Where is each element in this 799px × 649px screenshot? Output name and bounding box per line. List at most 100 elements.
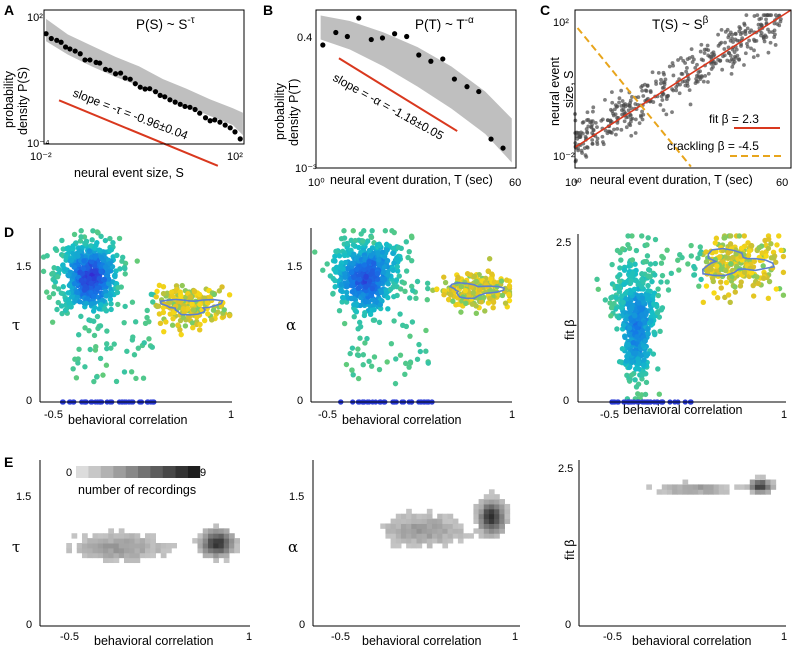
- panel-d3-data-point: [645, 282, 651, 289]
- panel-d3-data-point: [691, 263, 697, 270]
- panel-d2-data-point: [395, 244, 402, 251]
- panel-a-data-point: [227, 125, 233, 131]
- panel-e3-heat-cell: [765, 484, 771, 490]
- panel-d2-data-point: [341, 252, 348, 259]
- panel-c-data-point: [698, 49, 703, 54]
- panel-d3-data-point: [765, 245, 772, 252]
- panel-e1-heat-cell: [118, 547, 125, 554]
- panel-e1-heat-cell: [118, 538, 125, 544]
- panel-e2-heat-cell: [483, 503, 490, 510]
- panel-c-data-point: [671, 63, 676, 68]
- panel-e1-heat-cell: [234, 543, 240, 549]
- panel-d1-data-point: [100, 372, 106, 378]
- panel-d1-data-point: [146, 336, 152, 342]
- panel-e3-heat-cell: [677, 484, 683, 490]
- panel-c-data-point: [681, 58, 686, 63]
- panel-d2-data-point: [353, 266, 360, 272]
- panel-a-data-point: [97, 60, 103, 66]
- panel-d2-data-point: [498, 278, 505, 284]
- panel-e1-heat-cell: [229, 543, 235, 549]
- panel-e2-heat-cell: [426, 508, 433, 515]
- panel-d1-data-point: [104, 328, 110, 334]
- panel-d2-data-point: [336, 308, 343, 314]
- panel-e2-heat-cell: [483, 523, 490, 529]
- panel-d1-data-point: [108, 345, 114, 351]
- panel-c-data-point: [706, 80, 710, 84]
- panel-a-ylabel-1: probability: [2, 70, 16, 128]
- panel-d2-data-point: [350, 251, 357, 257]
- panel-c-data-point: [743, 29, 748, 33]
- panel-d1-data-point: [68, 294, 75, 300]
- panel-c-data-point: [678, 56, 683, 60]
- panel-d3-data-point: [766, 278, 773, 285]
- panel-d3-data-point: [645, 235, 651, 241]
- panel-c-data-point: [664, 97, 669, 102]
- panel-d3-data-point: [722, 235, 728, 241]
- panel-d1-data-point: [92, 268, 98, 275]
- colorbar-swatch: [175, 466, 188, 478]
- panel-d2-data-point: [441, 292, 447, 298]
- panel-d1-data-point: [133, 375, 139, 382]
- panel-d3-data-point: [703, 259, 710, 265]
- panel-d3-data-point: [633, 278, 640, 284]
- panel-e2-ytick-bottom: 0: [299, 619, 305, 631]
- panel-d2-data-point: [401, 280, 407, 286]
- panel-e3-heat-cell: [692, 489, 699, 495]
- panel-d1-data-point: [83, 300, 89, 307]
- panel-c-data-point: [769, 13, 774, 18]
- panel-c-data-point: [627, 104, 632, 108]
- panel-e1-heat-cell: [118, 528, 125, 534]
- colorbar-swatch: [100, 466, 114, 478]
- panel-e2-heat-cell: [442, 538, 449, 544]
- panel-c-data-point: [640, 109, 644, 114]
- panel-d3-data-point: [652, 331, 658, 338]
- panel-c-data-point: [595, 125, 599, 130]
- panel-c-data-point: [611, 111, 615, 116]
- panel-d1-data-point: [129, 299, 136, 305]
- panel-d1-data-point: [191, 288, 198, 294]
- panel-e1-heat-cell: [213, 538, 219, 544]
- panel-d2-data-point: [376, 366, 383, 373]
- panel-d2-data-point: [387, 286, 394, 292]
- panel-d2-data-point: [362, 257, 368, 263]
- panel-d1-data-point: [75, 332, 82, 338]
- panel-e2-heat-cell: [488, 489, 495, 495]
- panel-c-data-point: [686, 77, 691, 81]
- panel-c-data-point: [670, 87, 674, 92]
- panel-d2-data-point: [487, 287, 494, 294]
- panel-d1-data-point: [189, 301, 195, 307]
- panel-d1-data-point: [142, 320, 149, 326]
- panel-d3-contour: [701, 247, 775, 277]
- panel-d3-data-point: [780, 269, 787, 276]
- panel-e2-heat-cell: [390, 533, 397, 539]
- panel-d2-data-point: [423, 348, 429, 354]
- panel-d1-data-point: [144, 314, 150, 321]
- panel-e1-heat-cell: [150, 547, 156, 554]
- panel-e1-heat-cell: [129, 557, 135, 564]
- panel-d1-data-point: [88, 301, 95, 307]
- panel-e1-heat-cell: [92, 547, 99, 554]
- panel-d2-data-point: [491, 279, 498, 285]
- panel-d2-data-point: [369, 228, 375, 234]
- panel-d1-data-point: [82, 364, 88, 370]
- panel-d3-data-point: [615, 284, 621, 290]
- panel-c-data-point: [743, 51, 748, 56]
- panel-e2-ylabel: α: [288, 538, 298, 556]
- panel-d1-data-point: [81, 258, 87, 264]
- panel-e3-heat-cell: [754, 474, 761, 481]
- panel-e3-heat-cell: [749, 489, 756, 495]
- panel-e3-heat-cell: [760, 474, 766, 481]
- panel-d2-data-point: [416, 341, 422, 348]
- panel-e1-xtick-left: -0.5: [60, 631, 79, 643]
- panel-d3-data-point: [633, 247, 640, 254]
- panel-b-chart: P(T) ~ T-α 0.4 10⁻³ 10⁰ 60 neural event …: [273, 9, 521, 189]
- panel-d3-data-point: [628, 372, 635, 378]
- panel-d2-data-point: [342, 274, 348, 280]
- panel-e2-heat-cell: [494, 513, 500, 520]
- panel-d1-data-point: [171, 309, 177, 316]
- panel-d2-data-point: [349, 345, 356, 351]
- panel-d2-data-point: [330, 290, 336, 297]
- panel-d3-data-point: [646, 267, 652, 273]
- panel-d1-data-point: [124, 348, 130, 354]
- colorbar-swatch: [187, 466, 201, 478]
